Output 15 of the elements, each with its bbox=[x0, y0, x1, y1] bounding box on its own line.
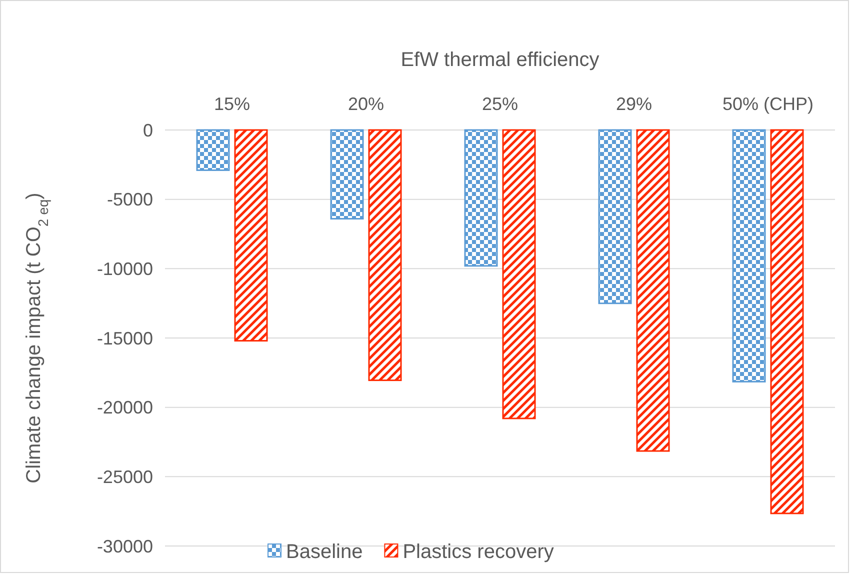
y-tick-label: -25000 bbox=[96, 466, 153, 487]
y-tick-label: -30000 bbox=[96, 536, 153, 556]
x-tick-label: 15% bbox=[214, 94, 250, 114]
y-tick-label: 0 bbox=[142, 120, 153, 140]
y-tick-label: -15000 bbox=[96, 328, 153, 348]
x-tick-label: 50% (CHP) bbox=[722, 94, 814, 114]
legend-label: Plastics recovery bbox=[402, 541, 554, 563]
x-tick-label: 20% bbox=[348, 94, 384, 114]
y-tick-label: -20000 bbox=[96, 398, 153, 418]
y-tick-label: -10000 bbox=[96, 258, 153, 279]
chart-title: EfW thermal efficiency bbox=[400, 49, 600, 71]
x-tick-label: 29% bbox=[616, 94, 652, 114]
y-tick-label: -5000 bbox=[106, 190, 153, 210]
legend-label: Baseline bbox=[286, 541, 363, 563]
x-tick-label: 25% bbox=[482, 94, 518, 114]
